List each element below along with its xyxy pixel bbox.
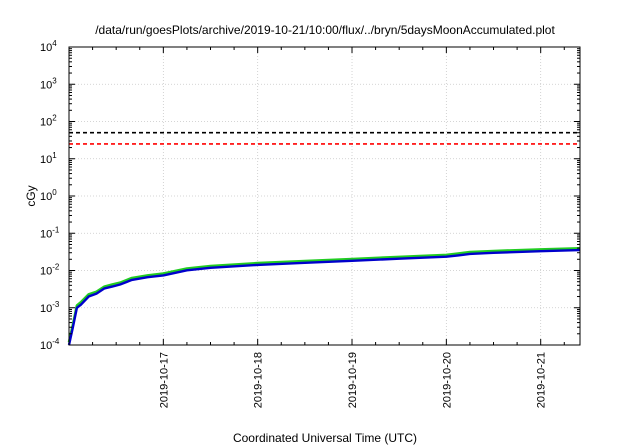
chart-title: /data/run/goesPlots/archive/2019-10-21/1…	[95, 23, 555, 37]
series-lines	[67, 247, 581, 346]
series-line	[67, 248, 581, 346]
threshold-lines	[69, 131, 580, 145]
x-tick-label: 2019-10-20	[441, 352, 453, 408]
y-tick-label: 104	[40, 39, 57, 54]
y-tick-label: 10-4	[40, 337, 60, 352]
x-tick-label: 2019-10-19	[347, 352, 359, 408]
y-tick-label: 10-3	[40, 300, 60, 315]
y-tick-label: 103	[40, 76, 57, 91]
x-tick-label: 2019-10-18	[253, 352, 265, 408]
y-tick-label: 102	[40, 114, 57, 129]
y-tick-label: 10-1	[40, 225, 60, 240]
y-axis-label: cGy	[24, 185, 38, 206]
x-axis-ticks: 2019-10-17 2019-10-18 2019-10-19 2019-10-20…	[92, 47, 565, 408]
y-tick-label: 10-2	[40, 263, 60, 278]
y-tick-label: 100	[40, 188, 57, 203]
grid	[69, 47, 580, 345]
x-tick-label: 2019-10-17	[158, 352, 170, 408]
x-axis-label: Coordinated Universal Time (UTC)	[233, 431, 417, 445]
x-tick-label: 2019-10-21	[536, 352, 548, 408]
y-axis-ticks: 104 103 102 101 100 10-1 10-2 10-3 10-4	[40, 39, 580, 352]
y-tick-label: 101	[40, 151, 57, 166]
series-line	[67, 247, 581, 343]
